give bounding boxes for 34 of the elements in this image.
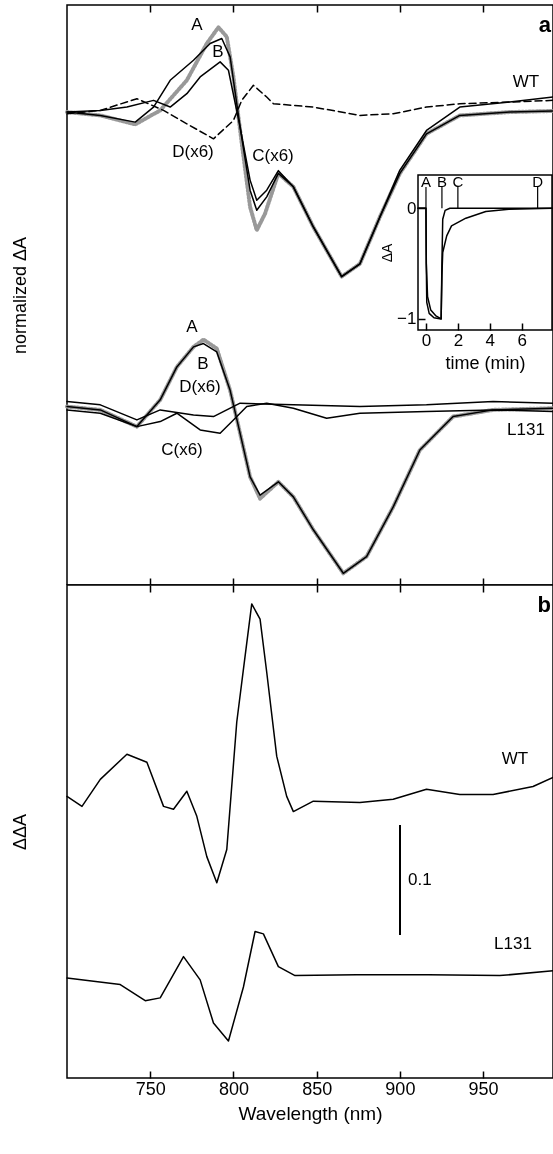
x-tick-label: 750	[135, 1078, 166, 1099]
x-axis-title: time (min)	[445, 352, 526, 373]
x-tick-label: 800	[218, 1078, 249, 1099]
annotation: WT	[501, 749, 529, 768]
ref-line-label: C	[452, 173, 464, 190]
x-tick-label: 0	[421, 330, 432, 350]
ref-line-label: B	[436, 173, 447, 190]
x-tick-label: 2	[453, 330, 464, 350]
x-axis-title: Wavelength (nm)	[238, 1102, 383, 1124]
annotation: L131	[494, 934, 532, 953]
annotation: b	[537, 592, 551, 617]
y-axis-title: normalized ΔA	[9, 236, 30, 355]
ref-line-label: A	[420, 173, 431, 190]
annotation: B	[197, 354, 209, 373]
annotation: C(x6)	[161, 440, 203, 459]
x-tick-label: 950	[468, 1078, 499, 1099]
annotation: D(x6)	[179, 377, 221, 396]
annotation: a	[538, 12, 552, 37]
x-tick-label: 4	[485, 330, 496, 350]
y-axis-title: ΔΔA	[9, 813, 30, 851]
annotation: A	[186, 317, 199, 336]
annotation: D(x6)	[172, 142, 214, 161]
ref-line-label: D	[532, 173, 544, 190]
annotation: L131	[507, 420, 545, 439]
y-tick-label: −1	[397, 309, 417, 329]
annotation: A	[191, 15, 204, 34]
annotation: 0.1	[408, 870, 432, 889]
x-tick-label: 900	[385, 1078, 416, 1099]
annotation: WT	[512, 72, 540, 91]
x-tick-label: 6	[517, 330, 527, 350]
annotation: B	[212, 42, 224, 61]
annotation: C(x6)	[252, 146, 294, 165]
x-tick-label: 850	[302, 1078, 333, 1099]
y-axis-title: ΔA	[379, 243, 396, 263]
